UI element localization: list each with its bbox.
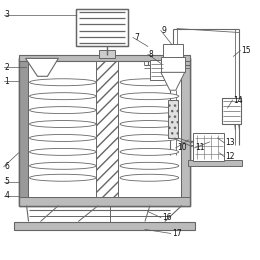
Bar (99, 50, 115, 59)
Bar (188, 160, 242, 166)
Bar (163, 44, 183, 57)
Text: 10: 10 (177, 144, 186, 152)
Polygon shape (25, 58, 58, 76)
Bar (181, 58, 190, 206)
Bar (14, 222, 195, 230)
Bar (96, 61, 118, 197)
Polygon shape (161, 72, 185, 90)
Bar (161, 57, 185, 72)
Ellipse shape (120, 93, 179, 100)
Bar (222, 98, 241, 124)
Text: 17: 17 (172, 229, 181, 238)
Bar (19, 58, 190, 206)
Ellipse shape (30, 134, 96, 141)
Bar (28, 58, 181, 197)
Ellipse shape (120, 162, 179, 169)
Text: 7: 7 (134, 33, 139, 42)
Ellipse shape (30, 93, 96, 100)
Text: 2: 2 (5, 63, 9, 72)
Bar (19, 55, 190, 61)
Bar (222, 98, 241, 124)
Bar (150, 60, 164, 80)
Bar (19, 58, 28, 206)
Text: 12: 12 (225, 152, 235, 161)
Text: 3: 3 (5, 10, 10, 19)
Bar (19, 197, 190, 206)
Ellipse shape (120, 121, 179, 127)
Text: 4: 4 (5, 191, 10, 200)
Ellipse shape (120, 79, 179, 86)
Bar (76, 9, 128, 47)
Text: 13: 13 (225, 138, 235, 147)
Text: 15: 15 (241, 46, 251, 55)
Ellipse shape (30, 162, 96, 169)
Text: 5: 5 (5, 177, 10, 186)
Text: 9: 9 (162, 26, 167, 35)
Bar (168, 100, 178, 138)
Ellipse shape (120, 134, 179, 141)
Text: 6: 6 (5, 162, 10, 171)
Ellipse shape (120, 148, 179, 155)
Ellipse shape (120, 174, 179, 181)
Ellipse shape (30, 79, 96, 86)
Text: 8: 8 (149, 50, 154, 59)
Text: 16: 16 (162, 213, 171, 222)
Text: 14: 14 (233, 96, 243, 105)
Text: 1: 1 (5, 77, 9, 86)
Ellipse shape (30, 107, 96, 114)
Text: 11: 11 (196, 144, 205, 152)
Ellipse shape (30, 121, 96, 127)
Bar (76, 9, 128, 47)
Ellipse shape (30, 148, 96, 155)
Bar (193, 133, 224, 161)
Ellipse shape (120, 107, 179, 114)
Ellipse shape (30, 174, 96, 181)
